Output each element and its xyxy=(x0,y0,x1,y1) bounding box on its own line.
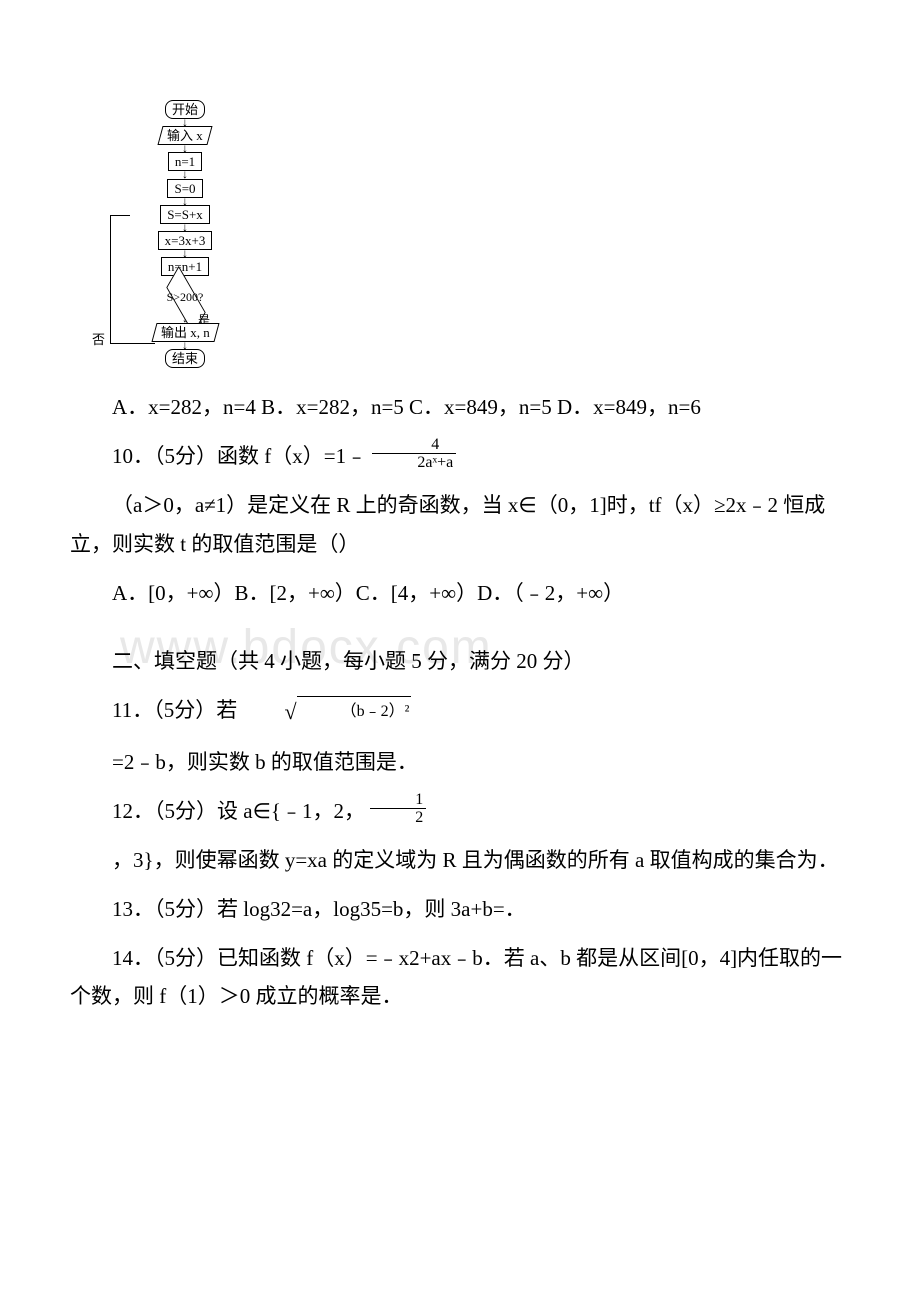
fc-output: 输出 x, n xyxy=(151,323,219,342)
fc-condition: S>200? 是 xyxy=(130,283,240,315)
q11-line2: =2﹣b，则实数 b 的取值范围是． xyxy=(70,743,850,782)
q12-line1: 12．（5分）设 a∈{﹣1，2， 1 2 xyxy=(70,792,850,831)
q12-fraction: 1 2 xyxy=(370,791,426,827)
q10-stem-b: （a＞0，a≠1）是定义在 R 上的奇函数，当 x∈（0，1]时，tf（x）≥2… xyxy=(70,486,850,564)
fc-input: 输入 x xyxy=(158,126,213,145)
page-content: 开始 ↓ 输入 x ↓ n=1 ↓ S=0 ↓ 否 S=S+x ↓ x=3x+3… xyxy=(70,100,850,1016)
q10-fraction: 4 2aˣ+a xyxy=(372,436,456,472)
section2-heading: 二、填空题（共 4 小题，每小题 5 分，满分 20 分） xyxy=(70,642,850,681)
flowchart: 开始 ↓ 输入 x ↓ n=1 ↓ S=0 ↓ 否 S=S+x ↓ x=3x+3… xyxy=(130,100,850,368)
q13: 13．（5分）若 log32=a，log35=b，则 3a+b=． xyxy=(70,890,850,929)
q9-options: A．x=282，n=4 B．x=282，n=5 C．x=849，n=5 D．x=… xyxy=(70,388,850,427)
q14: 14．（5分）已知函数 f（x）=﹣x2+ax﹣b．若 a、b 都是从区间[0，… xyxy=(70,939,850,1017)
q11-sqrt: √（b﹣2）² xyxy=(242,692,411,733)
fc-end: 结束 xyxy=(165,349,205,368)
q12-line2: ，3}，则使幂函数 y=xa 的定义域为 R 且为偶函数的所有 a 取值构成的集… xyxy=(70,841,850,880)
fc-no-label: 否 xyxy=(92,329,105,348)
q10-options: A．[0，+∞）B．[2，+∞）C．[4，+∞）D．（﹣2，+∞） xyxy=(70,574,850,613)
q10-stem-a: 10．（5分）函数 f（x）=1﹣ 4 2aˣ+a xyxy=(70,437,850,476)
q11-line1: 11．（5分）若 √（b﹣2）² xyxy=(70,691,850,733)
